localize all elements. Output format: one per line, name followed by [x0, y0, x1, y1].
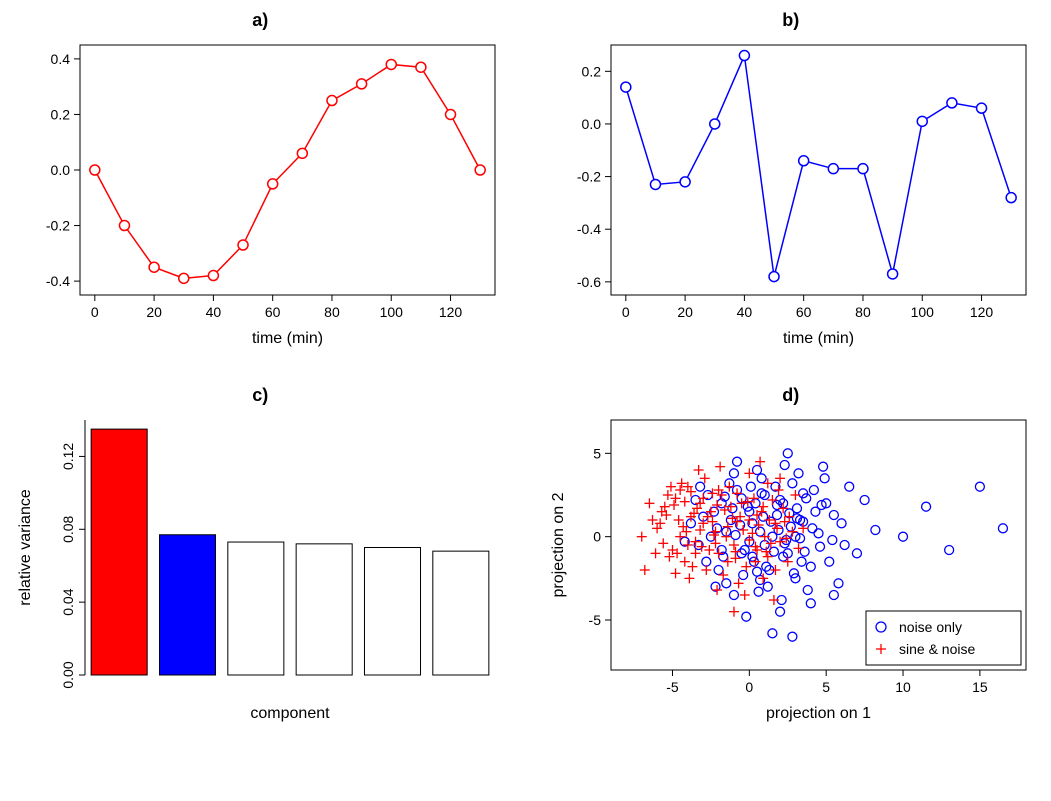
svg-text:time (min): time (min) [782, 330, 853, 347]
svg-text:-0.2: -0.2 [46, 218, 70, 234]
svg-text:0: 0 [593, 529, 601, 545]
svg-text:projection on 2: projection on 2 [550, 492, 567, 597]
svg-text:0.4: 0.4 [51, 51, 71, 67]
svg-text:0.12: 0.12 [60, 443, 76, 470]
panel-a-title: a) [10, 10, 511, 31]
svg-text:time (min): time (min) [252, 330, 323, 347]
svg-text:-5: -5 [666, 679, 679, 695]
svg-text:40: 40 [206, 304, 222, 320]
svg-text:120: 120 [969, 304, 993, 320]
svg-text:100: 100 [910, 304, 934, 320]
panel-c: c) 0.00 0.04 0.08 0.12 relative variance comp… [10, 385, 511, 730]
svg-text:15: 15 [972, 679, 988, 695]
svg-text:0: 0 [745, 679, 753, 695]
panel-b-chart: 0 20 40 60 80 100 120 -0.6 -0.4 -0.2 0.0 0.2 time (m… [541, 35, 1041, 355]
svg-text:-0.4: -0.4 [576, 221, 600, 237]
panel-b-title: b) [541, 10, 1042, 31]
svg-text:40: 40 [736, 304, 752, 320]
svg-text:-0.4: -0.4 [46, 273, 70, 289]
svg-text:60: 60 [795, 304, 811, 320]
svg-text:20: 20 [677, 304, 693, 320]
svg-text:60: 60 [265, 304, 281, 320]
panel-d: d) -5 0 5 10 15 -5 0 5 projection on 1 projection… [541, 385, 1042, 730]
svg-text:0.00: 0.00 [60, 661, 76, 688]
svg-text:-0.2: -0.2 [576, 169, 600, 185]
svg-text:0.2: 0.2 [581, 63, 601, 79]
svg-text:10: 10 [895, 679, 911, 695]
panel-a-chart: 0 20 40 60 80 100 120 -0.4 -0.2 0.0 0.2 0.4 time (mi… [10, 35, 510, 355]
svg-text:80: 80 [324, 304, 340, 320]
svg-text:100: 100 [380, 304, 404, 320]
svg-text:80: 80 [855, 304, 871, 320]
svg-text:5: 5 [822, 679, 830, 695]
svg-text:0.04: 0.04 [60, 588, 76, 615]
svg-text:-0.6: -0.6 [576, 274, 600, 290]
svg-text:projection on 1: projection on 1 [766, 705, 871, 722]
panel-c-title: c) [10, 385, 511, 406]
panel-d-title: d) [541, 385, 1042, 406]
panel-c-chart: 0.00 0.04 0.08 0.12 relative variance compone… [10, 410, 510, 730]
svg-text:0.08: 0.08 [60, 515, 76, 542]
svg-text:component: component [250, 705, 330, 722]
chart-grid: a) 020406080100120-0.4-0.20.00.20.4time … [10, 10, 1041, 730]
svg-text:-5: -5 [588, 612, 601, 628]
svg-text:0.0: 0.0 [581, 116, 601, 132]
panel-a: a) 0 20 40 60 80 100 120 -0.4 -0.2 0.0 0.2 0.4 time … [10, 10, 511, 355]
svg-text:0.2: 0.2 [51, 106, 71, 122]
panel-b: b) 0 20 40 60 80 100 120 -0.6 -0.4 -0.2 0.0 0.2 time… [541, 10, 1042, 355]
svg-text:sine & noise: sine & noise [899, 641, 975, 657]
panel-d-chart: -5 0 5 10 15 -5 0 5 projection on 1 projection on… [541, 410, 1041, 730]
svg-text:120: 120 [439, 304, 463, 320]
svg-text:20: 20 [146, 304, 162, 320]
svg-text:5: 5 [593, 445, 601, 461]
svg-text:noise only: noise only [899, 619, 962, 635]
svg-text:0: 0 [621, 304, 629, 320]
svg-text:0.0: 0.0 [51, 162, 71, 178]
svg-text:relative variance: relative variance [17, 489, 34, 606]
svg-text:0: 0 [91, 304, 99, 320]
